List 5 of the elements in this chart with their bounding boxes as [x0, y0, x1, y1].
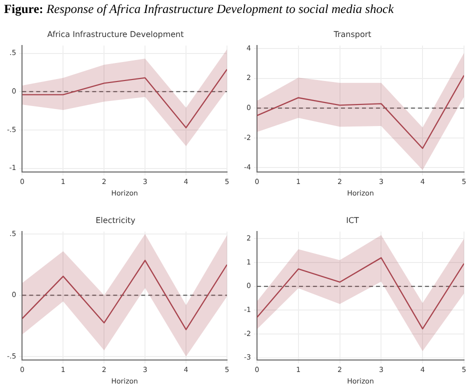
chart-title: ICT: [346, 216, 360, 225]
text: Figure: Response of Africa Infrastructure Development to social media shock: [4, 2, 394, 16]
chart-title: Africa Infrastructure Development: [47, 30, 184, 39]
chart-title: Transport: [332, 30, 372, 39]
chart-title: Electricity: [96, 216, 136, 225]
